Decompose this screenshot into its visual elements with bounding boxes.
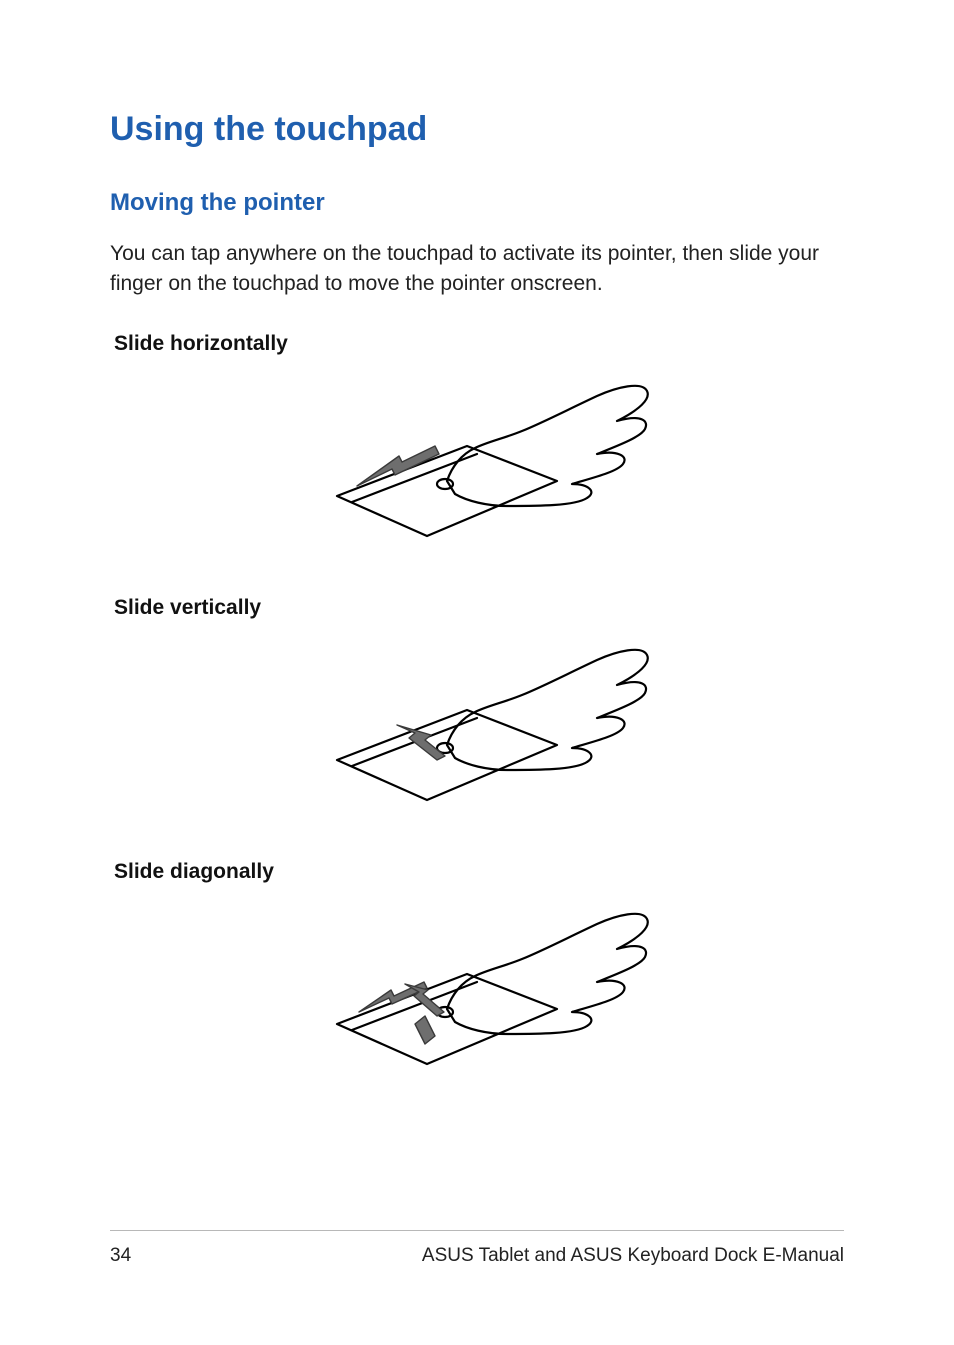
slide-vertical-figure: [110, 630, 844, 820]
slide-horizontal-heading: Slide horizontally: [114, 332, 844, 356]
touchpad-horizontal-illustration: [297, 366, 657, 556]
manual-page: Using the touchpad Moving the pointer Yo…: [0, 0, 954, 1345]
intro-paragraph: You can tap anywhere on the touchpad to …: [110, 239, 844, 300]
slide-diagonal-figure: [110, 894, 844, 1084]
page-title: Using the touchpad: [110, 110, 844, 149]
page-number: 34: [110, 1245, 131, 1267]
footer-rule: [110, 1230, 844, 1231]
slide-vertical-heading: Slide vertically: [114, 596, 844, 620]
slide-diagonal-heading: Slide diagonally: [114, 860, 844, 884]
section-subtitle: Moving the pointer: [110, 189, 844, 217]
slide-horizontal-figure: [110, 366, 844, 556]
touchpad-vertical-illustration: [297, 630, 657, 820]
footer-doc-title: ASUS Tablet and ASUS Keyboard Dock E-Man…: [422, 1245, 844, 1267]
touchpad-diagonal-illustration: [297, 894, 657, 1084]
page-footer: 34 ASUS Tablet and ASUS Keyboard Dock E-…: [110, 1230, 844, 1267]
